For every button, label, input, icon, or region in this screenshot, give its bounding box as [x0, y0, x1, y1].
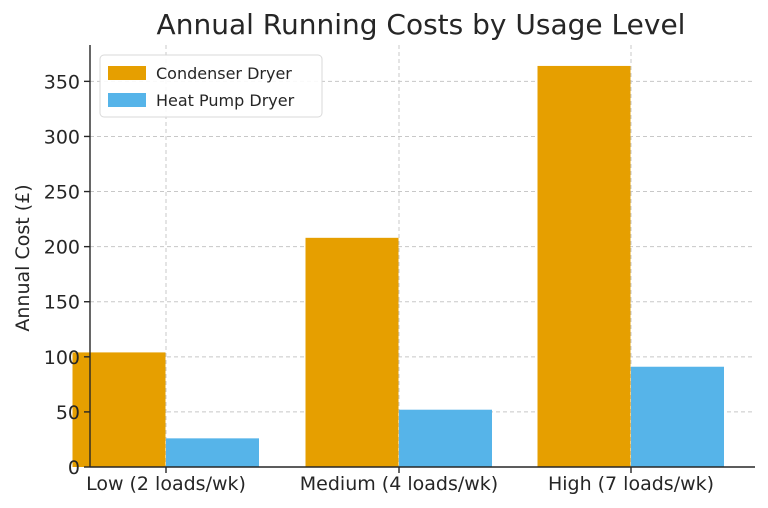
x-tick-label: Low (2 loads/wk)	[86, 473, 246, 495]
bar-heat-pump-dryer	[631, 366, 724, 467]
bar-heat-pump-dryer	[166, 438, 259, 467]
bar-condenser-dryer	[537, 65, 631, 467]
y-tick-label: 200	[44, 237, 80, 259]
legend-label: Condenser Dryer	[156, 64, 292, 83]
y-tick-label: 150	[44, 292, 80, 314]
y-tick-label: 350	[44, 71, 80, 93]
bar-condenser-dryer	[305, 237, 399, 467]
bar-heat-pump-dryer	[399, 409, 492, 467]
y-tick-label: 50	[56, 402, 80, 424]
x-tick-label: Medium (4 loads/wk)	[300, 473, 498, 495]
y-tick-label: 100	[44, 347, 80, 369]
legend-label: Heat Pump Dryer	[156, 91, 295, 110]
legend: Condenser Dryer Heat Pump Dryer	[99, 54, 323, 118]
y-tick-label: 0	[68, 457, 80, 479]
bars	[72, 65, 724, 467]
legend-box	[99, 54, 323, 118]
y-tick-label: 300	[44, 126, 80, 148]
axes	[84, 45, 755, 473]
x-tick-label: High (7 loads/wk)	[548, 473, 714, 495]
tick-labels: 0 50 100 150 200 250 300 350 Low (2 loads/wk) Med…	[44, 71, 714, 495]
legend-swatch	[108, 93, 146, 107]
chart-title: Annual Running Costs by Usage Level	[157, 8, 686, 41]
y-tick-label: 250	[44, 182, 80, 204]
bar-condenser-dryer	[72, 352, 166, 467]
legend-swatch	[108, 66, 146, 80]
y-axis-label: Annual Cost (£)	[12, 184, 34, 331]
